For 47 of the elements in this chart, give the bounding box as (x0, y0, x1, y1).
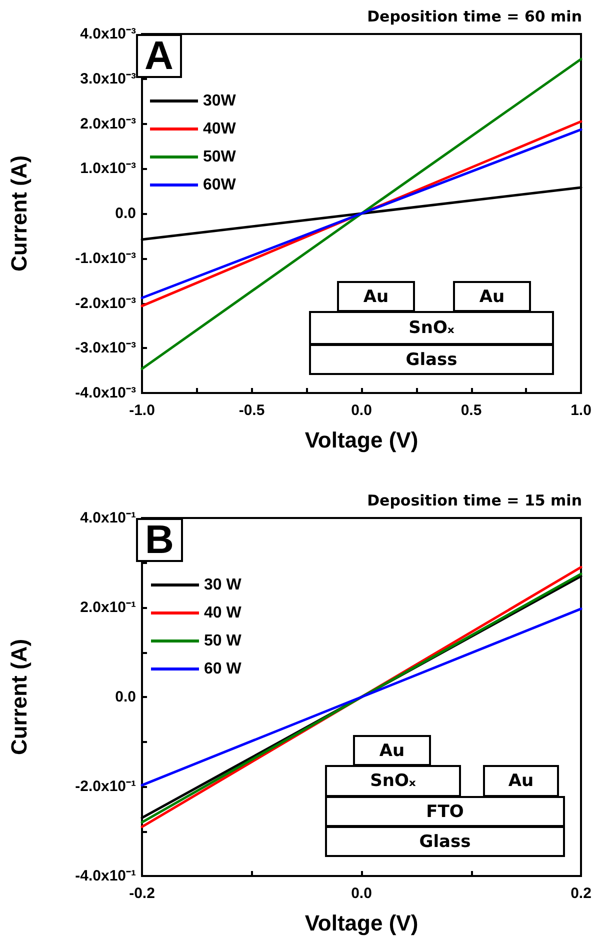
y-tick-label: -3.0x10⁻³ (75, 340, 136, 357)
legend-label: 30 W (204, 576, 242, 594)
y-tick-label: 4.0x10⁻³ (80, 26, 136, 42)
y-tick-label: -2.0x10⁻¹ (75, 778, 136, 795)
legend-label: 50 W (204, 632, 242, 650)
x-tick-label: -1.0 (129, 402, 155, 419)
y-tick-label: 0.0 (115, 688, 136, 706)
y-tick-label: 3.0x10⁻³ (80, 70, 136, 88)
x-tick-label: 1.0 (570, 402, 592, 419)
annotation: Glass (406, 350, 458, 370)
y-tick-label: -4.0x10⁻¹ (75, 868, 136, 884)
legend-label: 60 W (204, 660, 242, 678)
annotation: A (136, 34, 182, 78)
annotation: B (136, 518, 183, 562)
x-tick-label: 0.0 (351, 885, 372, 902)
y-tick-label: 1.0x10⁻³ (80, 160, 136, 178)
x-axis-title: Voltage (V) (304, 428, 418, 452)
y-tick-label: 0.0 (115, 205, 136, 222)
y-tick-label: 2.0x10⁻³ (80, 115, 136, 132)
y-tick-label: 4.0x10⁻¹ (80, 510, 136, 526)
x-tick-label: -0.2 (129, 885, 155, 902)
annotation: Au (379, 740, 405, 760)
y-tick-label: -4.0x10⁻³ (75, 384, 136, 402)
y-axis-title: Current (A) (6, 638, 32, 756)
legend-label: 60W (203, 176, 237, 194)
annotation: SnOₓ (408, 318, 454, 338)
y-tick-label: -1.0x10⁻³ (75, 250, 136, 267)
chart-title: Deposition time = 15 min (367, 492, 582, 510)
annotation: Au (479, 286, 505, 306)
x-axis-title: Voltage (V) (304, 910, 418, 936)
annotation: Glass (419, 832, 471, 852)
annotation: Au (508, 771, 534, 791)
x-tick-label: 0.0 (351, 402, 372, 419)
y-axis-title: Current (A) (6, 155, 32, 272)
legend-label: 40W (203, 120, 237, 138)
y-tick-label: -2.0x10⁻³ (75, 294, 136, 312)
x-tick-label: -0.5 (238, 402, 265, 419)
legend-label: 40 W (204, 604, 242, 622)
x-tick-label: 0.2 (570, 885, 592, 902)
x-tick-label: 0.5 (460, 402, 482, 419)
annotation: Au (363, 286, 389, 306)
legend-label: 50W (203, 148, 237, 166)
chart-title: Deposition time = 60 min (367, 8, 582, 26)
legend-label: 30W (203, 92, 237, 110)
annotation: FTO (426, 802, 464, 822)
y-tick-label: 2.0x10⁻¹ (80, 599, 136, 616)
annotation: SnOₓ (370, 771, 416, 791)
